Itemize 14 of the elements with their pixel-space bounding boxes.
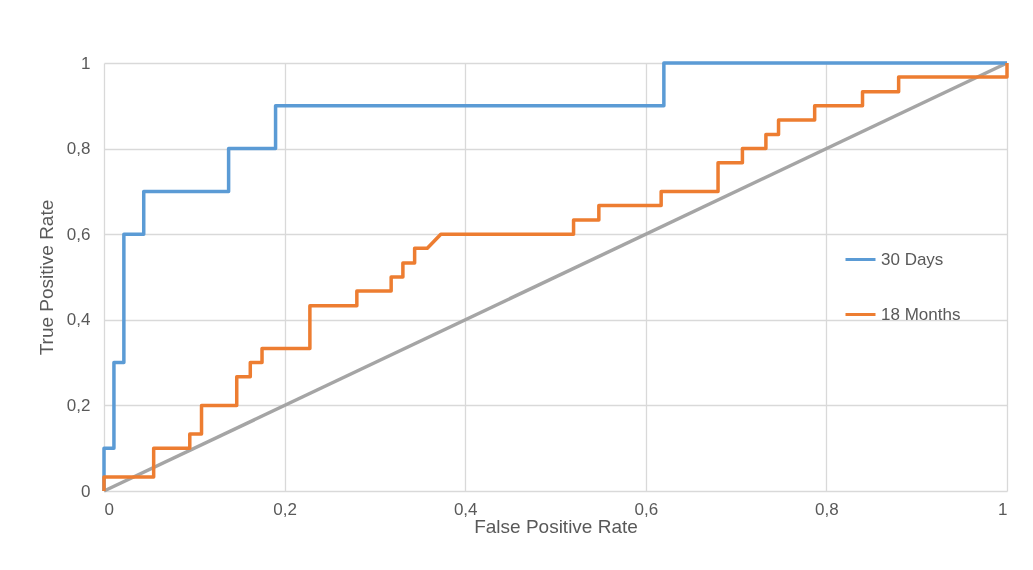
y-tick-label: 0,4 [66,310,91,330]
y-axis-title: True Positive Rate [35,199,57,356]
y-tick-label: 1 [81,53,91,73]
x-tick-label: 0,8 [815,499,839,519]
legend-label: 30 Days [881,249,944,269]
legend-label: 18 Months [881,304,961,324]
y-tick-label: 0,6 [66,224,91,244]
x-tick-label: 0,2 [273,499,297,519]
y-tick-label: 0,2 [66,395,91,415]
y-tick-label: 0 [81,481,91,501]
line-series [102,61,1009,493]
x-tick-label: 1 [998,499,1008,519]
y-tick-label: 0,8 [66,139,91,159]
x-tick-label: 0 [104,499,114,519]
